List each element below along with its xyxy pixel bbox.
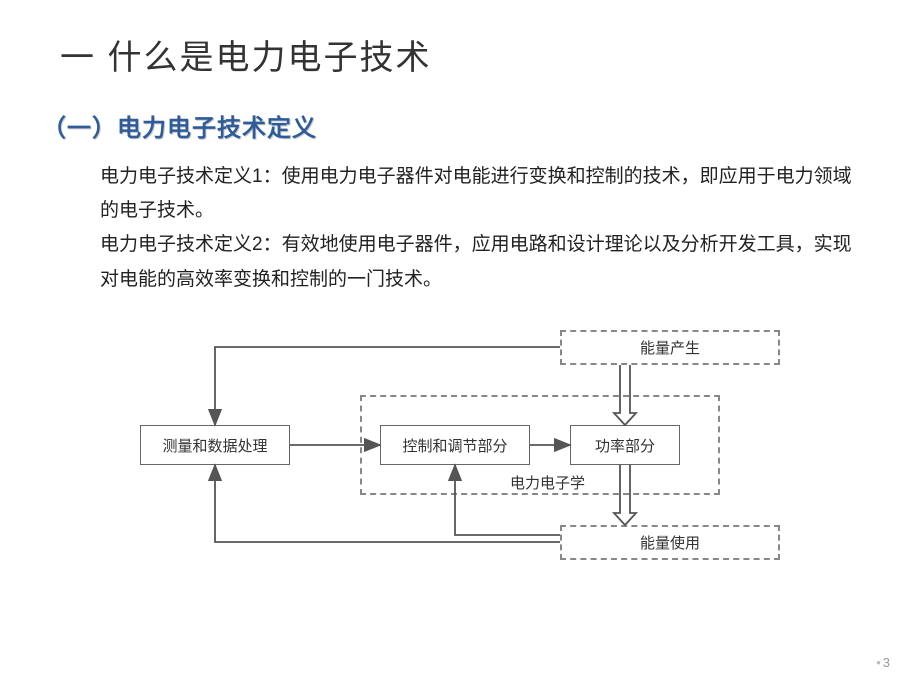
node-energy-use: 能量使用: [560, 525, 780, 560]
page-number-value: 3: [883, 655, 890, 670]
node-energy-gen: 能量产生: [560, 330, 780, 365]
body-text: 电力电子技术定义1：使用电力电子器件对电能进行变换和控制的技术，即应用于电力领域…: [100, 160, 860, 297]
bullet-icon: •: [876, 655, 881, 670]
page-title: 一 什么是电力电子技术: [60, 30, 431, 79]
subsystem-label: 电力电子学: [510, 472, 585, 493]
node-control: 控制和调节部分: [380, 425, 530, 465]
section-title: （一）电力电子技术定义: [42, 108, 317, 143]
paragraph-1: 电力电子技术定义1：使用电力电子器件对电能进行变换和控制的技术，即应用于电力领域…: [100, 160, 860, 228]
node-power: 功率部分: [570, 425, 680, 465]
page-number: •3: [876, 655, 890, 670]
node-measure: 测量和数据处理: [140, 425, 290, 465]
paragraph-2: 电力电子技术定义2：有效地使用电子器件，应用电路和设计理论以及分析开发工具，实现…: [100, 228, 860, 296]
flowchart-diagram: 测量和数据处理 控制和调节部分 功率部分 能量产生 能量使用 电力电子学: [130, 330, 810, 590]
